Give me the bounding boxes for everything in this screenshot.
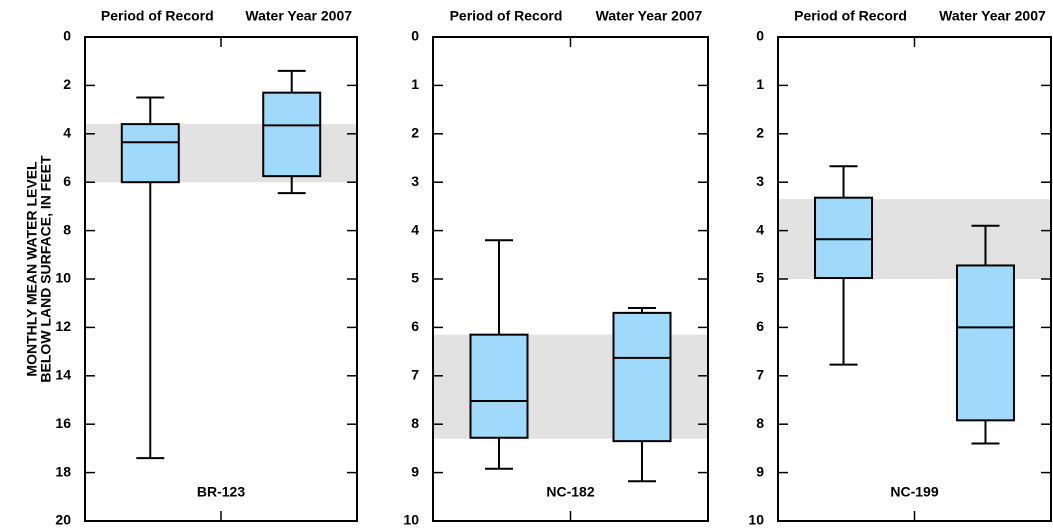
category-header: Water Year 2007	[245, 8, 352, 24]
y-tick-label: 9	[411, 463, 419, 479]
y-tick-label: 4	[63, 125, 71, 141]
y-tick-label: 1	[411, 76, 419, 92]
y-tick-label: 2	[756, 125, 764, 141]
box	[955, 264, 1015, 422]
y-tick-label: 7	[411, 367, 419, 383]
plot-frame	[84, 36, 358, 522]
y-tick-label: 0	[63, 28, 71, 44]
y-tick-label: 14	[55, 367, 71, 383]
y-tick-label: 10	[403, 512, 419, 528]
box	[120, 123, 180, 184]
y-tick-label: 6	[63, 173, 71, 189]
y-tick-label: 2	[411, 125, 419, 141]
plot-frame	[432, 36, 709, 522]
y-tick-label: 0	[411, 28, 419, 44]
y-tick-label: 20	[55, 512, 71, 528]
box	[612, 311, 672, 443]
plot-frame	[777, 36, 1052, 522]
box	[469, 333, 529, 439]
y-tick-label: 4	[411, 221, 419, 237]
category-header: Period of Record	[450, 8, 563, 24]
y-tick-label: 7	[756, 367, 764, 383]
y-tick-label: 5	[411, 270, 419, 286]
y-tick-label: 6	[756, 318, 764, 334]
y-tick-label: 8	[63, 221, 71, 237]
y-axis-label: BELOW LAND SURFACE, IN FEET	[38, 155, 54, 383]
station-label: NC-182	[546, 484, 594, 500]
y-tick-label: 5	[756, 270, 764, 286]
station-label: BR-123	[197, 484, 245, 500]
category-header: Period of Record	[101, 8, 214, 24]
category-header: Water Year 2007	[596, 8, 703, 24]
y-tick-label: 18	[55, 463, 71, 479]
y-tick-label: 2	[63, 76, 71, 92]
category-header: Period of Record	[794, 8, 907, 24]
y-tick-label: 10	[55, 270, 71, 286]
y-tick-label: 9	[756, 463, 764, 479]
y-tick-label: 8	[411, 415, 419, 431]
y-tick-label: 3	[756, 173, 764, 189]
y-tick-label: 4	[756, 221, 764, 237]
y-tick-label: 0	[756, 28, 764, 44]
y-tick-label: 16	[55, 415, 71, 431]
y-tick-label: 12	[55, 318, 71, 334]
y-tick-label: 1	[756, 76, 764, 92]
y-tick-label: 3	[411, 173, 419, 189]
y-tick-label: 8	[756, 415, 764, 431]
y-tick-label: 10	[748, 512, 764, 528]
y-tick-label: 6	[411, 318, 419, 334]
station-label: NC-199	[890, 484, 938, 500]
y-axis-label: MONTHLY MEAN WATER LEVEL	[24, 161, 40, 377]
box	[262, 91, 322, 178]
category-header: Water Year 2007	[939, 8, 1046, 24]
box	[814, 196, 874, 280]
